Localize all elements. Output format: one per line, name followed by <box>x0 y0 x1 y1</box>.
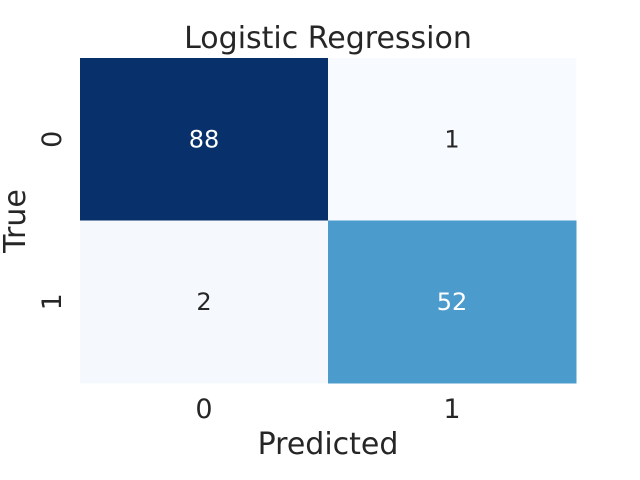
cell-value-label-0-0: 88 <box>189 125 220 153</box>
heatmap-cell-1-1 <box>328 220 577 384</box>
x-tick-label-1: 1 <box>443 394 460 425</box>
chart-title: Logistic Regression <box>184 21 472 56</box>
y-axis-label: True <box>0 189 33 254</box>
heatmap-cell-0-1 <box>328 58 577 221</box>
cell-value-label-1-0: 2 <box>196 288 211 316</box>
x-axis-label: Predicted <box>258 427 399 462</box>
y-tick-labels: 01 <box>37 131 68 311</box>
x-tick-label-0: 0 <box>195 394 212 425</box>
heatmap-cell-0-0 <box>80 58 329 221</box>
y-tick-label-0: 0 <box>37 131 68 148</box>
y-tick-label-1: 1 <box>37 293 68 310</box>
cell-value-label-0-1: 1 <box>444 125 459 153</box>
heatmap-cell-1-0 <box>80 220 329 384</box>
heatmap-cells: 88 1 2 52 <box>80 58 577 384</box>
cell-value-label-1-1: 52 <box>437 288 468 316</box>
